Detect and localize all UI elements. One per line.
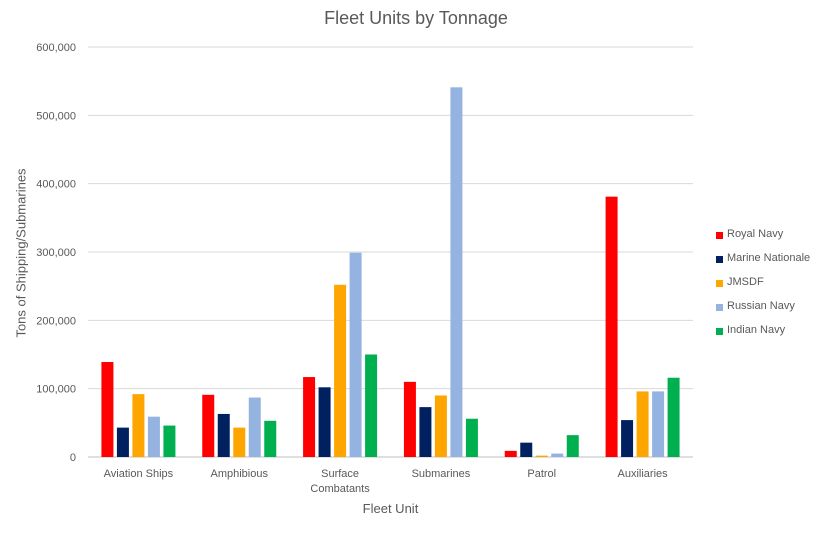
bar-marine-nationale [217,413,230,457]
legend-label: Russian Navy [727,300,795,312]
bar-russian-navy [652,391,665,457]
bar-jmsdf [233,427,246,457]
bar-royal-navy [605,196,618,457]
x-tick-label: Submarines [412,468,471,480]
legend-item: Russian Navy [716,298,828,322]
bar-russian-navy [147,416,160,457]
bar-indian-navy [365,354,378,457]
bar-russian-navy [551,453,564,457]
bar-russian-navy [349,252,362,457]
y-tick-label: 600,000 [36,42,76,54]
x-tick-label: Combatants [310,483,370,495]
y-tick-label: 400,000 [36,179,76,191]
x-tick-label: Aviation Ships [104,468,174,480]
bar-marine-nationale [419,407,432,457]
chart-title: Fleet Units by Tonnage [324,8,508,28]
legend-swatch [716,232,723,239]
bar-russian-navy [248,397,261,457]
bar-russian-navy [450,87,463,458]
bar-jmsdf [434,395,447,457]
bar-royal-navy [303,377,316,457]
legend-swatch [716,304,723,311]
y-tick-label: 200,000 [36,315,76,327]
legend: Royal Navy Marine Nationale JMSDF Russian N… [716,226,828,346]
legend-swatch [716,280,723,287]
y-tick-label: 300,000 [36,247,76,259]
bar-indian-navy [566,435,579,457]
bar-marine-nationale [318,387,331,457]
bar-jmsdf [535,455,548,457]
bar-jmsdf [334,284,347,457]
x-tick-label: Amphibious [211,468,269,480]
bar-royal-navy [504,450,517,457]
bar-royal-navy [202,394,215,457]
legend-label: JMSDF [727,276,764,288]
bar-indian-navy [465,418,478,457]
bar-royal-navy [101,362,114,457]
legend-item: Indian Navy [716,322,828,346]
x-tick-label: Surface [321,468,359,480]
bar-jmsdf [636,391,649,457]
legend-label: Indian Navy [727,324,786,336]
bar-indian-navy [163,425,176,457]
bar-royal-navy [403,381,416,457]
y-tick-label: 100,000 [36,384,76,396]
bar-jmsdf [132,394,145,457]
legend-label: Royal Navy [727,228,784,240]
legend-item: JMSDF [716,274,828,298]
bar-marine-nationale [621,420,634,457]
y-tick-label: 0 [70,452,76,464]
legend-item: Royal Navy [716,226,828,250]
bar-marine-nationale [116,427,129,457]
legend-item: Marine Nationale [716,250,828,274]
bar-indian-navy [264,420,277,457]
legend-swatch [716,328,723,335]
x-tick-label: Patrol [527,468,556,480]
legend-label: Marine Nationale [727,252,811,264]
x-axis-title: Fleet Unit [362,501,419,516]
legend-swatch [716,256,723,263]
y-tick-label: 500,000 [36,110,76,122]
bar-marine-nationale [520,442,533,457]
bar-indian-navy [667,377,680,457]
x-tick-label: Auxiliaries [618,468,669,480]
y-axis-title: Tons of Shipping/Submarines [13,168,29,338]
